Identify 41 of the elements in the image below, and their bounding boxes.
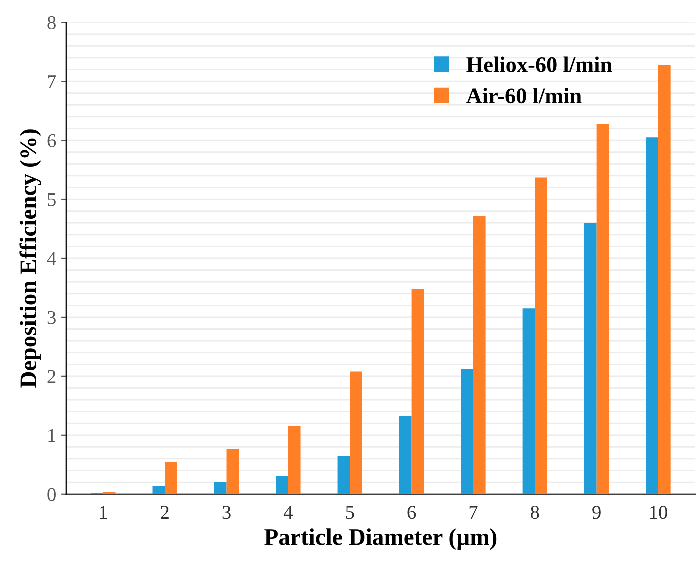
x-tick-label: 9	[592, 506, 601, 520]
y-tick-label: 1	[48, 429, 56, 442]
bar	[276, 476, 288, 494]
bar	[226, 450, 240, 494]
x-tick-label: 3	[222, 506, 231, 520]
x-tick-label: 5	[346, 506, 354, 520]
x-tick-label: 10	[650, 506, 668, 520]
x-tick-label: 7	[470, 506, 478, 519]
y-axis-title: Deposition Efficiency (%)	[20, 130, 42, 388]
y-tick-label: 5	[48, 194, 56, 206]
x-tick-label: 2	[161, 506, 169, 519]
y-tick-label: 2	[48, 370, 56, 384]
bar	[535, 178, 548, 494]
bar	[522, 308, 536, 494]
x-tick-label: 4	[284, 506, 293, 519]
bar	[214, 482, 227, 494]
bar	[461, 369, 474, 494]
bar	[350, 372, 362, 494]
x-tick-label: 8	[531, 506, 540, 520]
bar	[658, 65, 671, 494]
bar	[412, 289, 424, 494]
x-tick-label: 1	[100, 506, 108, 519]
y-tick-label: 8	[48, 16, 56, 30]
bar	[399, 416, 412, 494]
bar	[646, 138, 658, 494]
legend-label: Heliox-60 l/min	[466, 56, 612, 72]
bar	[152, 486, 166, 494]
y-tick-label: 0	[48, 488, 56, 502]
bar	[338, 456, 350, 494]
bar	[596, 124, 610, 494]
bar	[584, 223, 597, 494]
bar	[165, 462, 178, 494]
bar	[473, 216, 486, 494]
bar	[288, 426, 301, 494]
y-tick-label: 3	[48, 311, 56, 324]
y-tick-label: 7	[48, 76, 56, 88]
x-axis-title: Particle Diameter (µm)	[264, 528, 497, 550]
y-tick-label: 4	[47, 252, 56, 266]
x-tick-label: 6	[408, 506, 416, 520]
legend-label: Air-60 l/min	[466, 88, 582, 104]
y-tick-label: 6	[48, 134, 56, 148]
